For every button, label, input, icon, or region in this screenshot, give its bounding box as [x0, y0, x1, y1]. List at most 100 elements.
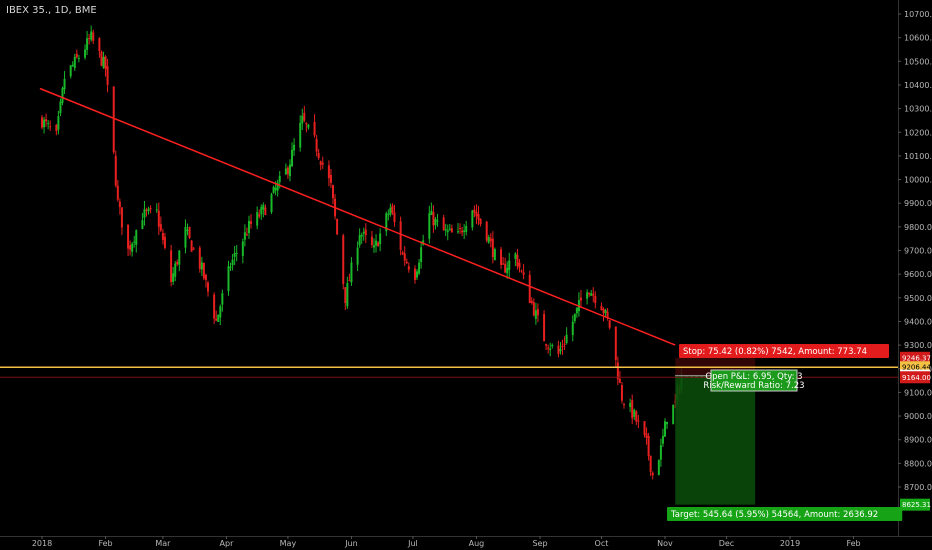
price-axis: [898, 0, 932, 550]
x-tick-label: Dec: [719, 539, 734, 548]
candle-body: [594, 295, 597, 304]
candle-body: [391, 205, 394, 213]
candle-body: [188, 226, 191, 238]
candle-body: [319, 161, 322, 165]
candle-body: [256, 212, 259, 226]
candle-body: [565, 334, 568, 344]
candle-body: [434, 218, 437, 226]
y-tick-label: 9700.00: [904, 247, 932, 256]
candle-body: [405, 261, 408, 264]
candle-body: [170, 250, 173, 283]
candle-body: [493, 249, 496, 261]
candle-body: [502, 263, 505, 265]
y-tick-label: 10700.00: [904, 10, 932, 19]
candle-body: [530, 300, 533, 303]
candle-body: [377, 242, 380, 247]
candle-body: [407, 266, 410, 270]
candle-body: [522, 272, 525, 275]
x-tick-label: Nov: [657, 539, 673, 548]
candle-body: [206, 282, 209, 292]
candle-body: [532, 301, 535, 316]
candle-body: [557, 345, 560, 354]
candle-body: [215, 318, 218, 321]
candle-body: [315, 138, 318, 152]
candle-body: [118, 201, 121, 208]
candle-body: [473, 209, 476, 213]
candle-body: [465, 225, 468, 232]
candle-body: [356, 247, 359, 265]
candle-body: [528, 274, 531, 304]
x-tick-label: Apr: [220, 539, 235, 548]
candle-body: [393, 212, 396, 223]
candle-body: [192, 248, 195, 250]
candles: [41, 25, 683, 480]
candle-body: [618, 378, 621, 383]
x-tick-label: May: [280, 539, 297, 548]
candle-body: [84, 49, 87, 58]
candle-body: [418, 262, 421, 274]
candle-body: [471, 210, 474, 228]
candle-body: [399, 221, 402, 250]
candle-body: [620, 385, 623, 401]
candle-body: [219, 306, 222, 318]
candle-body: [518, 262, 521, 268]
candle-body: [213, 294, 216, 319]
candle-body: [221, 293, 224, 305]
candle-body: [184, 226, 187, 248]
candle-body: [559, 349, 562, 352]
candle-body: [571, 321, 574, 336]
candle-body: [131, 243, 134, 252]
candle-body: [262, 204, 265, 210]
candle-body: [172, 273, 175, 282]
candle-body: [112, 86, 115, 153]
candle-body: [666, 421, 669, 425]
candle-body: [141, 220, 144, 229]
candle-body: [258, 214, 261, 217]
candle-body: [229, 266, 232, 268]
y-tick-label: 9300.00: [904, 341, 932, 350]
candle-body: [299, 122, 302, 148]
candle-body: [635, 411, 638, 422]
candle-body: [385, 213, 388, 232]
candle-body: [88, 38, 91, 40]
candle-body: [387, 213, 390, 215]
candle-body: [77, 57, 80, 59]
candle-body: [563, 343, 566, 345]
candle-body: [217, 314, 220, 322]
candle-body: [57, 116, 60, 130]
candle-body: [243, 232, 246, 240]
candle-body: [579, 297, 582, 301]
candle-body: [327, 165, 330, 179]
candle-body: [413, 268, 416, 280]
candle-body: [235, 252, 238, 254]
candle-body: [98, 38, 101, 52]
candle-body: [487, 236, 490, 243]
candle-body: [616, 362, 619, 380]
candle-body: [604, 310, 607, 313]
candle-body: [520, 270, 523, 272]
candle-body: [274, 187, 277, 191]
candle-body: [659, 445, 662, 460]
candle-body: [69, 65, 72, 77]
y-tick-label: 10000.00: [904, 176, 932, 185]
candle-body: [372, 245, 375, 248]
candle-body: [45, 119, 48, 122]
candle-body: [120, 207, 123, 228]
risk-reward-text: Risk/Reward Ratio: 7.23: [703, 381, 804, 391]
candle-body: [633, 409, 636, 417]
candle-body: [321, 162, 324, 165]
candle-body: [586, 292, 589, 299]
candle-body: [430, 210, 433, 215]
candle-body: [661, 435, 664, 444]
candle-body: [86, 38, 89, 50]
y-tick-label: 9900.00: [904, 199, 932, 208]
candle-body: [534, 310, 537, 319]
candle-body: [116, 185, 119, 200]
y-tick-label: 9600.00: [904, 270, 932, 279]
candle-body: [573, 313, 576, 321]
target-label-text: Target: 545.64 (5.95%) 54564, Amount: 26…: [670, 510, 878, 520]
candle-body: [247, 220, 250, 234]
candle-body: [549, 348, 552, 350]
candle-body: [73, 56, 76, 68]
